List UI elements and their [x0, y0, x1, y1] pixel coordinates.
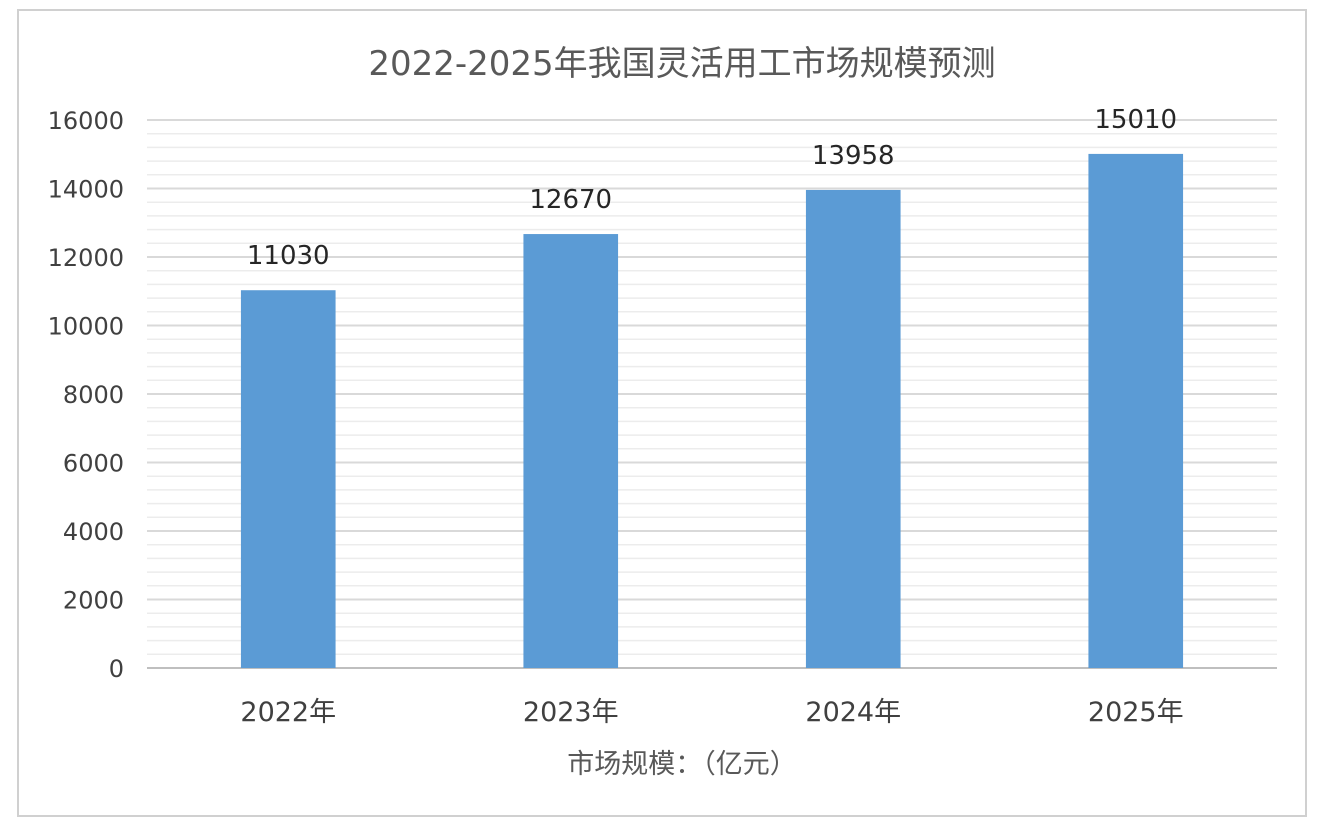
chart-title: 2022-2025年我国灵活用工市场规模预测: [368, 44, 995, 84]
x-axis-categories: 2022年 2023年 2024年 2025年: [240, 697, 1183, 728]
data-label: 13958: [812, 141, 895, 171]
x-category-label: 2023年: [523, 697, 619, 728]
data-label: 15010: [1094, 105, 1177, 135]
y-tick-label: 10000: [48, 313, 124, 341]
y-tick-label: 4000: [63, 518, 124, 546]
x-category-label: 2022年: [240, 697, 336, 728]
y-tick-label: 12000: [48, 244, 124, 272]
y-tick-label: 16000: [48, 107, 124, 135]
data-label: 11030: [247, 241, 330, 271]
data-label: 12670: [529, 185, 612, 215]
y-axis-ticks: 0 2000 4000 6000 8000 10000 12000 14000 16000: [48, 107, 124, 683]
y-tick-label: 8000: [63, 381, 124, 409]
y-tick-label: 6000: [63, 450, 124, 478]
y-tick-label: 2000: [63, 587, 124, 615]
x-axis-label: 市场规模：（亿元）: [567, 749, 797, 780]
bar: [523, 234, 619, 669]
bar: [240, 290, 336, 668]
x-category-label: 2025年: [1088, 697, 1184, 728]
y-tick-label: 14000: [48, 176, 124, 204]
y-tick-label: 0: [109, 655, 124, 683]
bars: [240, 153, 1184, 669]
bar: [805, 189, 901, 668]
bar: [1088, 153, 1184, 669]
data-labels: 11030 12670 13958 15010: [247, 105, 1177, 271]
x-category-label: 2024年: [805, 697, 901, 728]
